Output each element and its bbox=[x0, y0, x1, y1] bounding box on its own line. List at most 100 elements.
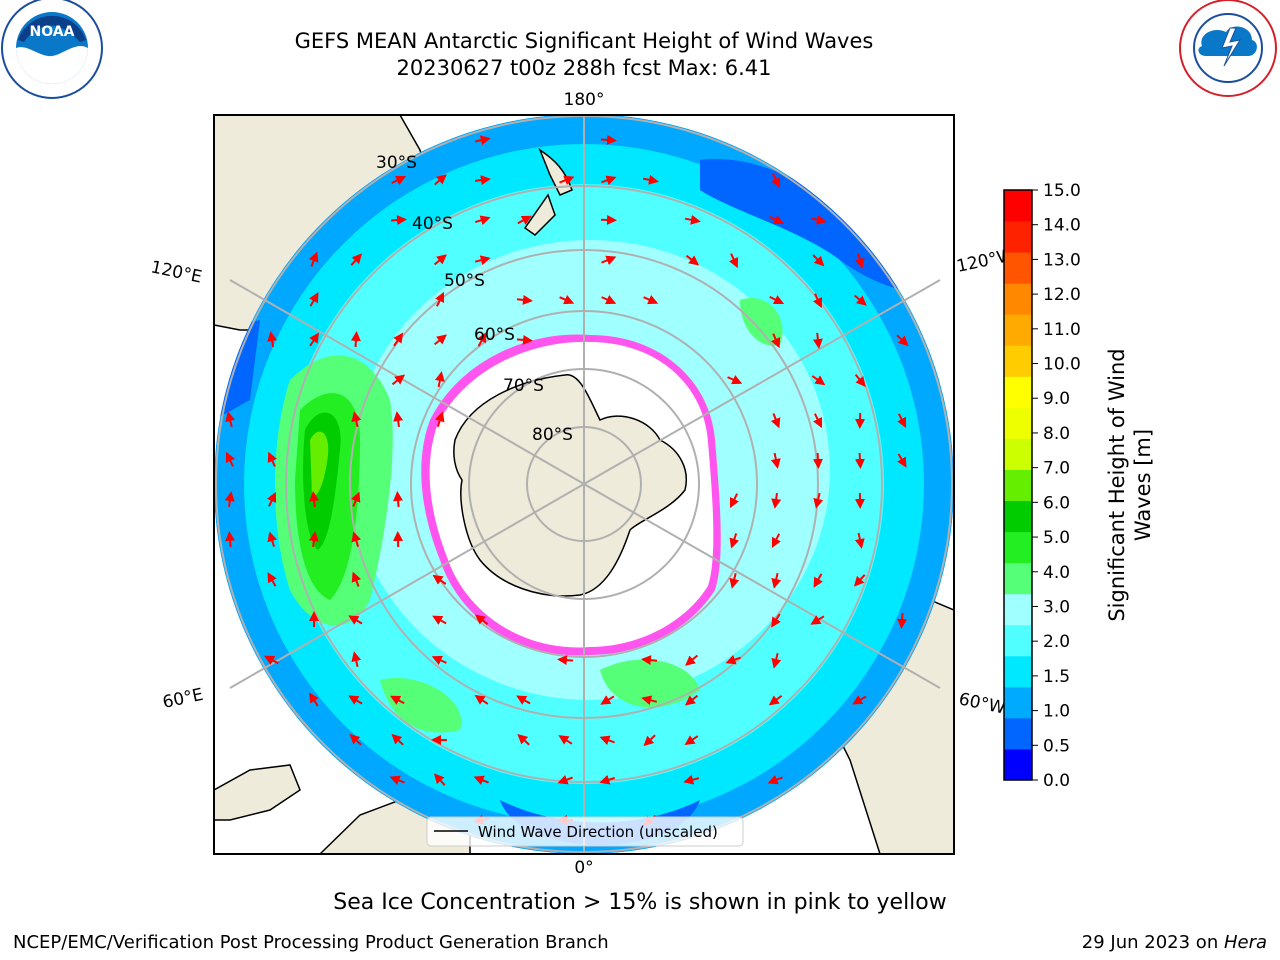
wave-direction-arrow bbox=[351, 531, 362, 547]
colorbar-swatch bbox=[1004, 190, 1032, 222]
colorbar-tick-label: 5.0 bbox=[1043, 528, 1070, 548]
nws-logo bbox=[1179, 0, 1277, 97]
colorbar-tick-label: 15.0 bbox=[1043, 181, 1081, 201]
africa-land bbox=[214, 764, 301, 821]
wave-direction-arrow bbox=[264, 655, 279, 665]
wave-direction-arrow bbox=[811, 375, 826, 386]
colorbar-tick-label: 4.0 bbox=[1043, 563, 1070, 583]
wave-direction-arrow bbox=[729, 572, 740, 589]
wave-direction-arrow bbox=[225, 451, 235, 467]
wave-direction-arrow bbox=[813, 573, 823, 588]
lat-label-40s: 40°S bbox=[412, 214, 453, 234]
wave-direction-arrow bbox=[391, 733, 404, 746]
wave-direction-arrow bbox=[431, 655, 447, 665]
colorbar-tick-label: 0.0 bbox=[1043, 771, 1070, 791]
colorbar-swatch bbox=[1004, 500, 1032, 533]
colorbar-swatch bbox=[1004, 314, 1032, 346]
footer-branch: NCEP/EMC/Verification Post Processing Pr… bbox=[13, 932, 609, 953]
wave-direction-arrow bbox=[601, 295, 617, 305]
colorbar: 0.0 0.5 1.0 1.5 2.0 3.0 4.0 5.0 6.0 7.0 8.0 9.0 10.0… bbox=[1003, 181, 1081, 791]
wave-direction-arrow bbox=[308, 531, 319, 548]
wave-direction-arrow bbox=[853, 574, 866, 587]
wave-direction-arrow bbox=[770, 413, 781, 429]
wave-direction-arrow bbox=[771, 652, 782, 669]
lat-label-70s: 70°S bbox=[503, 376, 544, 396]
wave-direction-arrow bbox=[391, 374, 406, 386]
wave-direction-arrow bbox=[729, 493, 739, 509]
colorbar-swatch bbox=[1004, 221, 1032, 253]
colorbar-swatch bbox=[1004, 562, 1032, 595]
wave-direction-arrow bbox=[390, 215, 407, 226]
wave-direction-arrow bbox=[351, 571, 362, 587]
colorbar-tick-label: 0.5 bbox=[1043, 736, 1070, 756]
wave-direction-arrow bbox=[432, 615, 447, 625]
map-frame bbox=[213, 114, 955, 855]
wave-direction-arrow bbox=[517, 733, 530, 746]
graticule bbox=[215, 115, 953, 854]
footer-machine: Hera bbox=[1223, 932, 1267, 953]
wave-direction-arrow bbox=[897, 612, 908, 629]
wave-direction-arrow bbox=[810, 615, 825, 625]
wave-direction-arrow bbox=[770, 452, 781, 469]
wave-direction-arrow bbox=[433, 254, 447, 266]
antarctica-land bbox=[453, 374, 687, 597]
wave-direction-arrow bbox=[267, 572, 277, 587]
wave-direction-arrow bbox=[351, 411, 362, 428]
wave-direction-arrow bbox=[351, 491, 361, 507]
wave-direction-arrow bbox=[267, 531, 278, 547]
colorbar-tick-label: 14.0 bbox=[1043, 216, 1081, 236]
wave-direction-arrow bbox=[854, 373, 866, 387]
wave-direction-arrow bbox=[559, 295, 575, 305]
colorbar-tick-label: 2.0 bbox=[1043, 632, 1070, 652]
lon-label-180: 180° bbox=[564, 90, 605, 110]
colorbar-tick-label: 11.0 bbox=[1043, 320, 1081, 340]
wave-direction-arrow bbox=[474, 135, 491, 146]
wave-direction-arrow bbox=[557, 655, 574, 666]
noaa-logo: NOAA bbox=[1, 0, 103, 99]
wave-direction-arrow bbox=[685, 654, 699, 666]
colorbar-swatch bbox=[1004, 469, 1032, 502]
new-zealand-land bbox=[523, 148, 573, 236]
wave-direction-arrow bbox=[309, 332, 320, 347]
wave-direction-arrow bbox=[897, 453, 907, 468]
wave-direction-arrow bbox=[599, 774, 615, 785]
wave-direction-arrow bbox=[434, 174, 447, 186]
lon-label-60w: 60°W bbox=[957, 689, 1007, 718]
wave-direction-arrow bbox=[854, 452, 865, 469]
colorbar-tick-label: 1.0 bbox=[1043, 702, 1070, 722]
wave-direction-arrow bbox=[854, 532, 865, 549]
colorbar-swatch bbox=[1004, 252, 1032, 284]
wave-direction-arrow bbox=[348, 615, 363, 625]
wave-direction-arrow bbox=[812, 332, 823, 349]
wave-direction-arrow bbox=[474, 614, 489, 626]
wave-direction-arrow bbox=[854, 294, 867, 306]
footer-date: 29 Jun 2023 on Hera bbox=[1082, 932, 1267, 953]
wave-direction-arrow bbox=[516, 294, 533, 305]
wave-direction-arrow bbox=[601, 175, 617, 186]
colorbar-swatch bbox=[1004, 717, 1032, 750]
wave-direction-arrow bbox=[393, 491, 404, 508]
wave-direction-arrow bbox=[432, 574, 447, 585]
wave-direction-arrow bbox=[769, 295, 785, 305]
wave-direction-arrow bbox=[433, 773, 446, 786]
wave-direction-arrow bbox=[348, 695, 363, 705]
colorbar-label-line1: Significant Height of Wind bbox=[1105, 348, 1129, 621]
colorbar-swatch bbox=[1004, 655, 1032, 688]
wave-direction-arrow bbox=[771, 173, 781, 189]
noaa-logo-text: NOAA bbox=[30, 24, 75, 40]
wave-direction-arrow bbox=[642, 174, 659, 185]
wave-direction-arrow bbox=[725, 654, 741, 665]
colorbar-swatch bbox=[1004, 345, 1032, 377]
colorbar-frame bbox=[1003, 189, 1033, 781]
lat-label-30s: 30°S bbox=[376, 153, 417, 173]
map-legend bbox=[426, 816, 744, 847]
map-area bbox=[214, 115, 954, 854]
colorbar-swatch bbox=[1004, 438, 1032, 470]
wave-direction-arrow bbox=[852, 695, 867, 705]
wave-direction-arrow bbox=[225, 531, 236, 548]
colorbar-tick-label: 8.0 bbox=[1043, 424, 1070, 444]
wave-direction-arrow bbox=[813, 492, 824, 509]
colorbar-tick-label: 6.0 bbox=[1043, 493, 1070, 513]
wave-direction-arrow bbox=[434, 411, 445, 428]
sea-ice-note: Sea Ice Concentration > 15% is shown in … bbox=[333, 890, 947, 915]
